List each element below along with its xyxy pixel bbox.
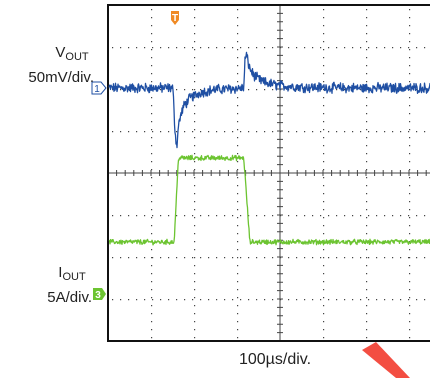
traces (108, 51, 430, 246)
channel-1-marker: 1 (91, 81, 107, 95)
trigger-marker-shape (171, 11, 179, 25)
trace-vout (108, 51, 430, 149)
grid-dots (112, 9, 426, 339)
trigger-marker: T (171, 11, 179, 25)
trace-iout (108, 154, 430, 246)
plot-border (107, 4, 430, 342)
trigger-marker-text: T (172, 13, 178, 24)
channel-3-marker: 3 (93, 288, 106, 301)
watermark-slash (362, 342, 410, 378)
vout-label: VOUT (55, 44, 89, 64)
channel-3-marker-shape (93, 288, 106, 300)
iout-label: IOUT (58, 264, 86, 284)
graticule (107, 4, 430, 342)
channel-1-marker-shape (91, 81, 107, 95)
vout-scale-label: 50mV/div. (28, 69, 94, 86)
time-scale-label: 100µs/div. (238, 351, 312, 368)
channel-1-marker-text: 1 (94, 84, 100, 95)
channel-3-marker-text: 3 (95, 290, 101, 301)
iout-scale-label: 5A/div. (47, 289, 92, 306)
markers: 1 3 T (91, 11, 410, 378)
